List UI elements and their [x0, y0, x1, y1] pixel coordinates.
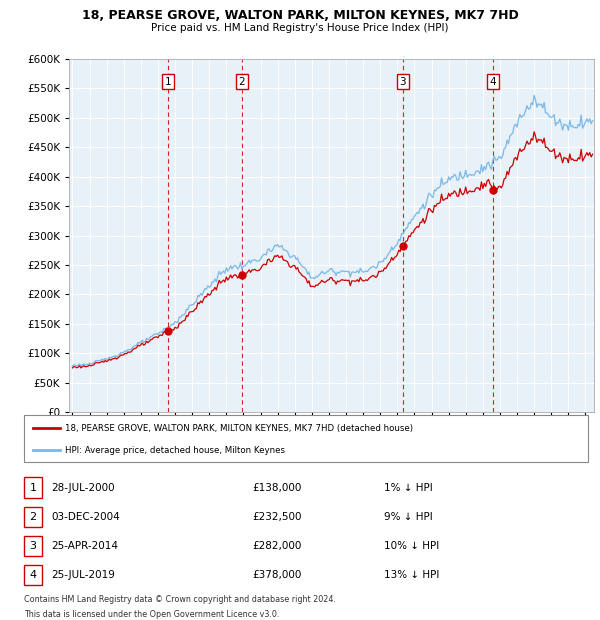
Text: 3: 3	[29, 541, 37, 551]
Text: 1: 1	[29, 482, 37, 493]
Text: £232,500: £232,500	[252, 512, 302, 522]
Text: HPI: Average price, detached house, Milton Keynes: HPI: Average price, detached house, Milt…	[65, 446, 285, 455]
Text: 18, PEARSE GROVE, WALTON PARK, MILTON KEYNES, MK7 7HD: 18, PEARSE GROVE, WALTON PARK, MILTON KE…	[82, 9, 518, 22]
Text: 03-DEC-2004: 03-DEC-2004	[51, 512, 120, 522]
Text: 4: 4	[29, 570, 37, 580]
Text: Price paid vs. HM Land Registry's House Price Index (HPI): Price paid vs. HM Land Registry's House …	[151, 23, 449, 33]
Text: 1% ↓ HPI: 1% ↓ HPI	[384, 482, 433, 493]
Text: 2: 2	[29, 512, 37, 522]
Text: 25-JUL-2019: 25-JUL-2019	[51, 570, 115, 580]
Text: 3: 3	[400, 77, 406, 87]
Text: This data is licensed under the Open Government Licence v3.0.: This data is licensed under the Open Gov…	[24, 610, 280, 619]
Text: £138,000: £138,000	[252, 482, 301, 493]
Text: 25-APR-2014: 25-APR-2014	[51, 541, 118, 551]
Text: Contains HM Land Registry data © Crown copyright and database right 2024.: Contains HM Land Registry data © Crown c…	[24, 595, 336, 604]
Text: £378,000: £378,000	[252, 570, 301, 580]
Text: 13% ↓ HPI: 13% ↓ HPI	[384, 570, 439, 580]
Text: 10% ↓ HPI: 10% ↓ HPI	[384, 541, 439, 551]
Text: 18, PEARSE GROVE, WALTON PARK, MILTON KEYNES, MK7 7HD (detached house): 18, PEARSE GROVE, WALTON PARK, MILTON KE…	[65, 424, 413, 433]
Text: 2: 2	[239, 77, 245, 87]
Text: 1: 1	[164, 77, 171, 87]
Text: 28-JUL-2000: 28-JUL-2000	[51, 482, 115, 493]
Text: £282,000: £282,000	[252, 541, 301, 551]
Text: 9% ↓ HPI: 9% ↓ HPI	[384, 512, 433, 522]
Text: 4: 4	[489, 77, 496, 87]
